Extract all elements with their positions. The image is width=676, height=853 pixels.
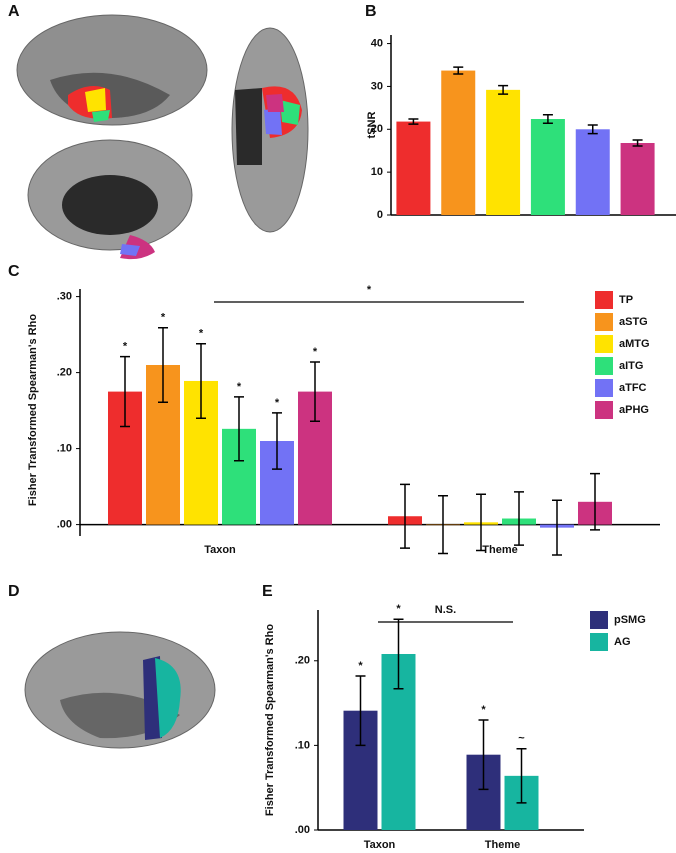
- error-bar: [632, 139, 643, 147]
- y-tick-label: 10: [371, 166, 383, 178]
- error-bar: [552, 499, 562, 556]
- error-bar: [478, 719, 489, 791]
- significance-mark: *: [396, 603, 401, 615]
- x-tick-label: Taxon: [204, 544, 236, 556]
- error-bar: [516, 748, 527, 804]
- panel-label: B: [365, 3, 377, 20]
- y-axis-label: Fisher Transformed Spearman's Rho: [264, 624, 276, 816]
- y-axis-label: tSNR: [366, 112, 378, 139]
- y-tick-label: .00: [295, 824, 310, 836]
- error-bar: [587, 124, 598, 135]
- x-tick-label: Theme: [482, 544, 517, 556]
- error-bar: [476, 493, 486, 552]
- bar: [441, 70, 476, 215]
- error-bar: [542, 113, 553, 125]
- error-bar: [196, 342, 206, 419]
- significance-mark: *: [199, 328, 204, 340]
- error-bar: [514, 491, 524, 546]
- legend-swatch: [595, 379, 613, 397]
- y-tick-label: .10: [295, 739, 310, 751]
- legend-swatch: [595, 335, 613, 353]
- y-axis-label: Fisher Transformed Spearman's Rho: [27, 314, 39, 506]
- bar: [620, 143, 655, 215]
- error-bar: [400, 483, 410, 549]
- comparison-label: N.S.: [435, 604, 456, 616]
- panel-label: A: [8, 3, 20, 20]
- brain-lateral-d: [24, 631, 216, 749]
- comparison-label: *: [367, 284, 372, 296]
- x-tick-label: Taxon: [364, 839, 396, 851]
- y-tick-label: .10: [57, 443, 72, 455]
- legend-label: aSTG: [619, 316, 648, 328]
- legend-swatch: [590, 633, 608, 651]
- y-tick-label: 40: [371, 37, 383, 49]
- y-tick-label: .20: [57, 367, 72, 379]
- legend-swatch: [595, 357, 613, 375]
- error-bar: [393, 618, 404, 690]
- error-bar: [590, 472, 600, 531]
- brain-ventral: [231, 27, 309, 233]
- y-tick-label: 0: [377, 209, 383, 221]
- error-bar: [120, 355, 130, 428]
- legend-swatch: [595, 291, 613, 309]
- bar: [575, 129, 610, 215]
- significance-mark: *: [358, 660, 363, 672]
- legend-label: AG: [614, 636, 631, 648]
- legend-swatch: [595, 313, 613, 331]
- error-bar: [234, 396, 244, 462]
- y-tick-label: .20: [295, 655, 310, 667]
- significance-mark: *: [275, 397, 280, 409]
- legend-swatch: [595, 401, 613, 419]
- y-tick-label: .30: [57, 291, 72, 303]
- bar: [486, 89, 521, 215]
- panel-label: E: [262, 583, 273, 600]
- significance-mark: *: [237, 381, 242, 393]
- y-tick-label: 20: [371, 123, 383, 135]
- error-bar: [453, 66, 464, 75]
- error-bar: [498, 84, 509, 95]
- significance-mark: *: [161, 312, 166, 324]
- significance-mark: *: [123, 341, 128, 353]
- bar: [530, 119, 565, 215]
- brain-medial: [27, 139, 193, 260]
- significance-mark: *: [313, 346, 318, 358]
- legend-label: pSMG: [614, 614, 646, 626]
- legend-label: aPHG: [619, 404, 649, 416]
- error-bar: [438, 494, 448, 555]
- y-tick-label: 30: [371, 80, 383, 92]
- significance-mark: ~: [518, 733, 525, 745]
- error-bar: [310, 361, 320, 422]
- error-bar: [408, 118, 419, 125]
- legend-swatch: [590, 611, 608, 629]
- panel-label: D: [8, 583, 20, 600]
- error-bar: [272, 412, 282, 470]
- legend-label: aTFC: [619, 382, 647, 394]
- panel-label: C: [8, 263, 20, 280]
- error-bar: [158, 327, 168, 403]
- y-tick-label: .00: [57, 519, 72, 531]
- legend-label: TP: [619, 294, 633, 306]
- significance-mark: *: [481, 704, 486, 716]
- legend-label: aMTG: [619, 338, 650, 350]
- brain-lateral: [16, 14, 208, 126]
- legend-label: aITG: [619, 360, 643, 372]
- error-bar: [355, 675, 366, 747]
- x-tick-label: Theme: [485, 839, 520, 851]
- bar: [396, 121, 431, 215]
